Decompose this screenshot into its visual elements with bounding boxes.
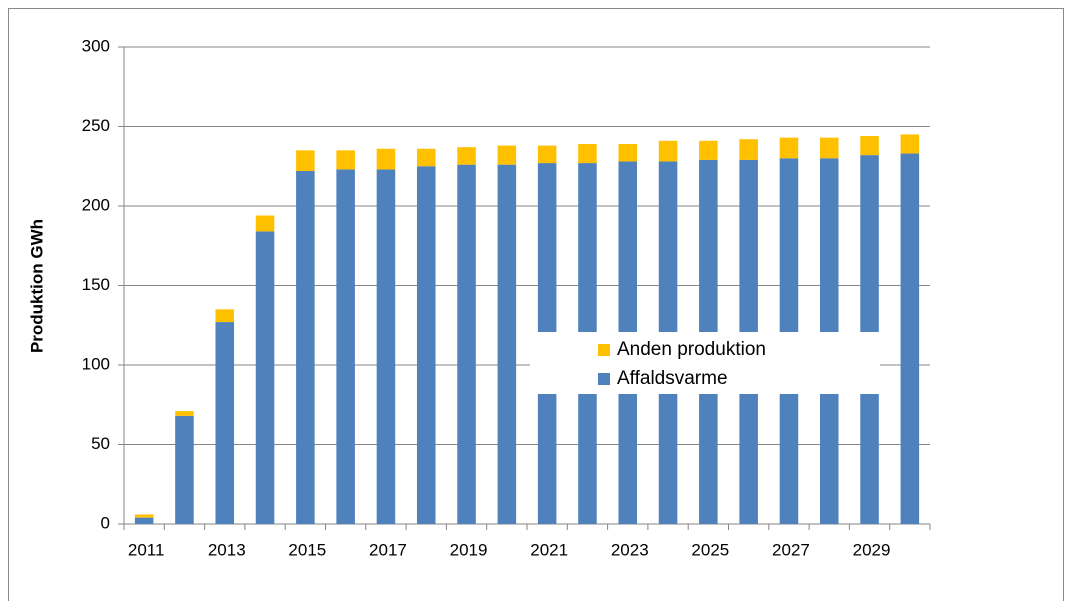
- bar: [255, 231, 275, 524]
- y-axis-label: Produktion GWh: [27, 219, 46, 353]
- legend-box: [530, 332, 880, 394]
- bar: [537, 145, 557, 164]
- x-tick-label: 2011: [128, 540, 165, 559]
- x-tick-label: 2013: [208, 540, 246, 559]
- bar: [416, 166, 436, 524]
- bar: [819, 137, 839, 159]
- bar: [457, 164, 476, 524]
- bar: [860, 136, 879, 156]
- bar: [376, 169, 396, 524]
- y-tick-label: 50: [91, 434, 110, 453]
- legend-label: Affaldsvarme: [617, 368, 728, 389]
- x-tick-label: 2015: [288, 540, 326, 559]
- bar: [658, 140, 678, 162]
- bar: [134, 514, 154, 518]
- bar: [900, 153, 920, 524]
- legend-swatch: [598, 344, 610, 356]
- bar: [457, 147, 476, 165]
- x-tick-label: 2021: [530, 540, 568, 559]
- bar: [296, 171, 315, 524]
- y-tick-label: 300: [82, 36, 110, 55]
- x-tick-label: 2017: [369, 540, 407, 559]
- bar: [699, 140, 718, 160]
- bar: [215, 309, 235, 323]
- bar: [497, 164, 517, 524]
- bar: [900, 134, 920, 154]
- legend-label: Anden produktion: [617, 339, 766, 360]
- bar: [739, 139, 758, 160]
- bar: [175, 411, 194, 416]
- bar: [296, 150, 315, 172]
- y-tick-label: 250: [82, 116, 110, 135]
- bar: [497, 145, 517, 165]
- x-tick-label: 2019: [450, 540, 488, 559]
- x-tick-label: 2029: [853, 540, 891, 559]
- y-tick-label: 200: [82, 195, 110, 214]
- bar: [618, 143, 638, 162]
- bar: [175, 415, 194, 524]
- bar: [336, 150, 355, 170]
- bar: [416, 148, 436, 167]
- y-tick-label: 150: [82, 275, 110, 294]
- bar: [336, 169, 355, 524]
- bar: [215, 322, 235, 524]
- bar: [134, 517, 154, 524]
- bar: [578, 143, 597, 164]
- bar: [376, 148, 396, 170]
- y-tick-label: 0: [101, 513, 110, 532]
- bar: [779, 137, 799, 159]
- x-tick-label: 2027: [772, 540, 810, 559]
- y-tick-label: 100: [82, 354, 110, 373]
- bar: [255, 215, 275, 232]
- legend-swatch: [598, 373, 610, 385]
- x-tick-label: 2023: [611, 540, 649, 559]
- x-tick-label: 2025: [691, 540, 729, 559]
